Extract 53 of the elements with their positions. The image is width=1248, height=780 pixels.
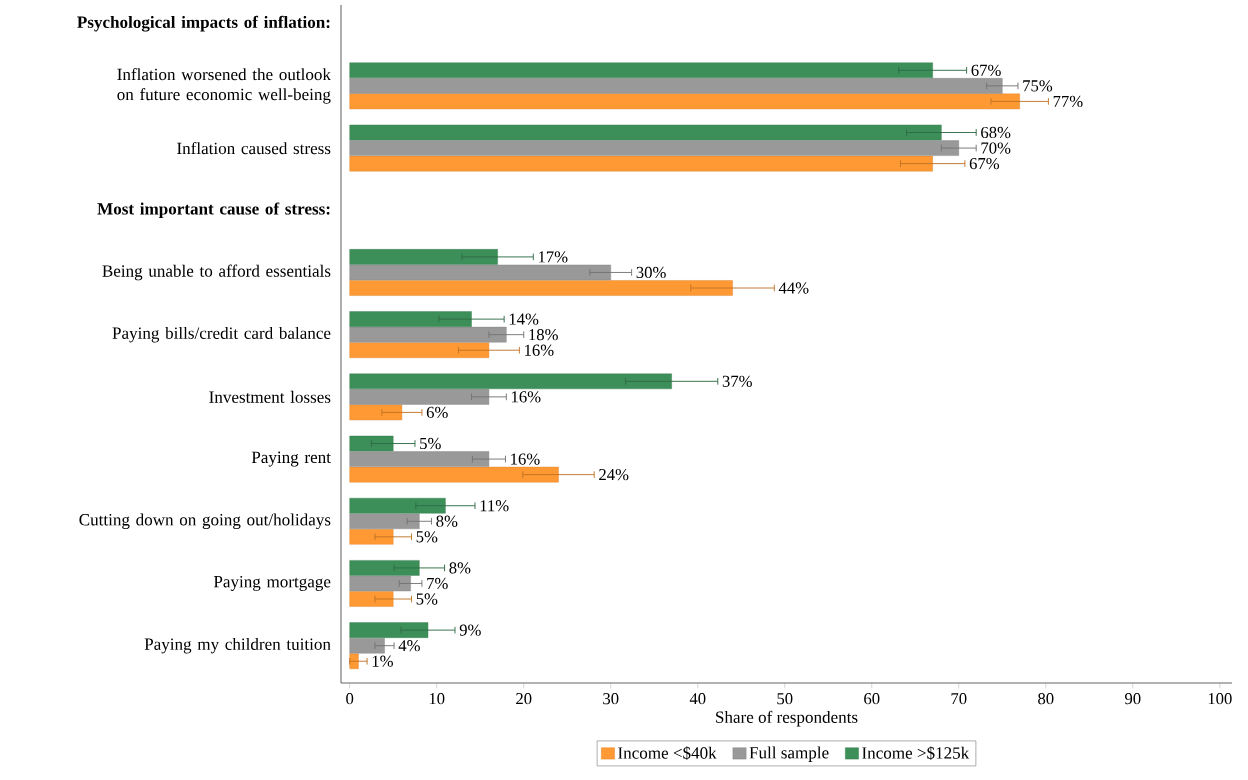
- x-tick-label: 80: [1038, 693, 1054, 705]
- data-label: 67%: [969, 157, 1000, 170]
- y-tick-label: Inflation caused stress: [177, 141, 331, 155]
- legend-label: Income <$40k: [618, 746, 717, 760]
- data-label: 5%: [416, 593, 438, 605]
- data-label: 16%: [525, 344, 554, 356]
- data-label: 30%: [636, 266, 666, 279]
- data-label: 16%: [511, 453, 540, 465]
- data-label: 18%: [529, 329, 558, 341]
- x-tick-label: 0: [346, 693, 354, 705]
- x-tick-label: 10: [429, 693, 445, 705]
- data-label: 5%: [420, 437, 441, 450]
- data-label: 68%: [981, 126, 1011, 139]
- text: Psychological impacts of inflation:: [77, 15, 330, 32]
- data-label: 9%: [459, 624, 481, 636]
- data-label: 17%: [538, 251, 568, 263]
- data-label: 44%: [778, 282, 809, 294]
- data-label: 75%: [1023, 80, 1053, 92]
- x-tick-label: 20: [516, 693, 532, 705]
- x-tick-label: 40: [689, 693, 706, 705]
- data-label: 77%: [1053, 95, 1083, 108]
- text: Most important cause of stress:: [97, 202, 330, 219]
- data-label: 7%: [427, 577, 448, 590]
- data-label: 70%: [981, 142, 1011, 154]
- data-label: 8%: [449, 562, 471, 574]
- data-label: 6%: [426, 406, 448, 419]
- y-tick-label: Inflation worsened the outlook on future economic well-being: [117, 68, 331, 104]
- data-label: 5%: [416, 531, 438, 543]
- x-tick-label: 90: [1125, 693, 1141, 705]
- data-label: 24%: [599, 468, 629, 481]
- data-label: 8%: [436, 515, 458, 527]
- x-tick-label: 70: [951, 693, 967, 705]
- y-tick-label: Paying my children tuition: [144, 637, 331, 654]
- x-tick-label: 100: [1208, 693, 1232, 705]
- y-tick-label: Cutting down on going out/holidays: [79, 513, 331, 530]
- data-label: 4%: [398, 640, 420, 652]
- x-tick-label: 30: [603, 693, 619, 705]
- y-tick-label: Paying mortgage: [213, 575, 331, 591]
- x-tick-label: 50: [777, 693, 793, 705]
- legend-label: Full sample: [749, 746, 829, 762]
- y-tick-label: Investment losses: [209, 390, 331, 403]
- data-label: 1%: [372, 655, 393, 667]
- data-label: 37%: [722, 375, 752, 387]
- y-tick-label: Paying rent: [251, 451, 331, 467]
- y-tick-label: Being unable to afford essentials: [102, 264, 331, 281]
- x-axis-title: Share of respondents: [716, 710, 858, 727]
- data-label: 67%: [971, 64, 1001, 76]
- legend-label: Income >$125k: [862, 746, 970, 760]
- data-label: 14%: [509, 313, 539, 325]
- data-label: 11%: [480, 500, 509, 512]
- y-tick-label: Paying bills/credit card balance: [112, 326, 331, 343]
- x-tick-label: 60: [864, 693, 880, 705]
- data-label: 16%: [512, 391, 541, 403]
